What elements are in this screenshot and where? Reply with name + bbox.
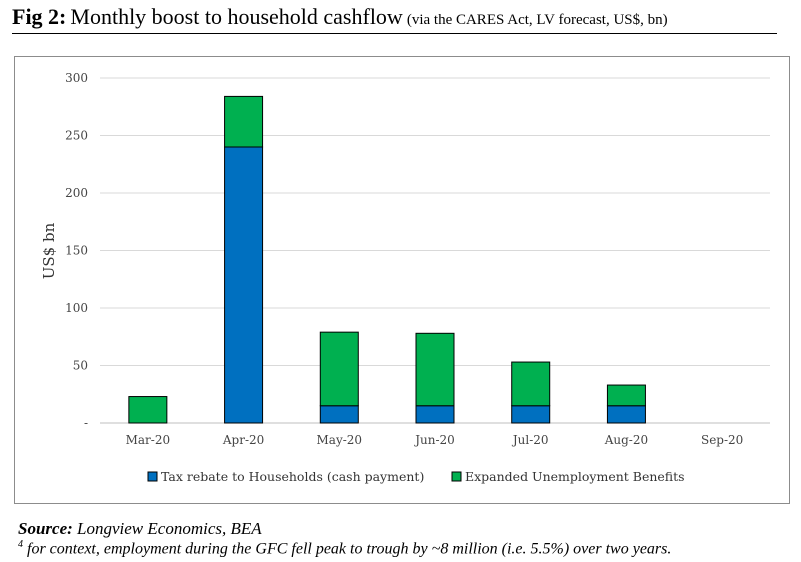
bar-segment-tax-rebate [606,405,646,424]
bar-segment-unemployment-benefits [128,396,168,424]
legend-swatch [147,471,158,482]
x-axis-ticks: Mar-20 Apr-20 May-20 Jun-20 Jul-20 Aug-20 Sep-… [126,433,744,447]
footnote-marker: 4 [18,539,23,550]
legend-label: Tax rebate to Households (cash payment) [161,469,424,484]
source-line: Source: Longview Economics, BEA [18,519,262,539]
figure-main-title: Monthly boost to household cashflow [70,4,403,29]
bar-segment-unemployment-benefits [415,332,455,407]
figure-title: Fig 2: Monthly boost to household cashfl… [12,4,782,30]
bar-segment-unemployment-benefits [319,331,359,407]
x-tick-label: May-20 [317,433,363,447]
legend-swatch [451,471,462,482]
bar-segment-unemployment-benefits [511,361,551,407]
y-axis-ticks: - 50 100 150 200 250 300 [65,71,88,430]
y-tick-label: 100 [65,301,88,315]
bar-segment-tax-rebate [224,146,264,424]
y-tick-label: 50 [73,359,88,373]
bars [128,95,646,424]
y-tick-label: 250 [65,129,88,143]
figure-subtitle: (via the CARES Act, LV forecast, US$, bn… [406,12,668,28]
bar-segment-unemployment-benefits [224,95,264,148]
bar-segment-tax-rebate [415,405,455,424]
title-rule [12,33,777,34]
legend: Tax rebate to Households (cash payment) E… [147,469,685,484]
bar-segment-unemployment-benefits [606,384,646,407]
stacked-bar-chart: - 50 100 150 200 250 300 Mar-20 Apr-20 May-20 Jun… [40,71,770,484]
x-tick-label: Sep-20 [701,433,743,447]
y-axis-label: US$ bn [40,222,58,279]
figure-label: Fig 2: [12,4,67,29]
bar-segment-tax-rebate [511,405,551,424]
y-tick-label: 300 [65,71,88,85]
legend-label: Expanded Unemployment Benefits [465,469,685,484]
footnote: 4 for context, employment during the GFC… [18,539,671,558]
source-label: Source: [18,519,73,538]
footnote-text: for context, employment during the GFC f… [27,540,672,558]
y-tick-label: 150 [65,244,88,258]
gridlines [100,77,770,424]
chart-frame [14,56,790,504]
x-tick-label: Jun-20 [413,433,455,447]
y-tick-label: 200 [65,186,88,200]
x-tick-label: Apr-20 [222,433,264,447]
x-tick-label: Aug-20 [604,433,648,447]
x-tick-label: Jul-20 [511,433,549,447]
bar-segment-tax-rebate [319,405,359,424]
y-tick-label: - [84,416,88,430]
source-text: Longview Economics, BEA [77,519,262,538]
x-tick-label: Mar-20 [126,433,171,447]
